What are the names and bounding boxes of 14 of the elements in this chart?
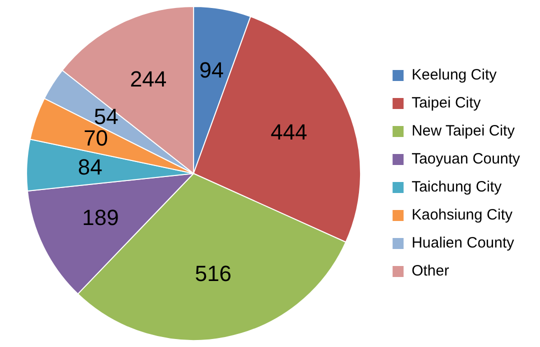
- legend-label: Keelung City: [412, 66, 498, 84]
- data-label: 94: [199, 58, 224, 83]
- legend-label: Kaohsiung City: [412, 206, 513, 224]
- legend-label: New Taipei City: [412, 122, 516, 140]
- data-label: 516: [194, 261, 232, 286]
- legend-label: Hualien County: [412, 234, 515, 252]
- data-label: 444: [270, 119, 308, 144]
- legend-label: Taoyuan County: [412, 150, 520, 168]
- data-label: 189: [82, 205, 119, 230]
- legend-label: Taipei City: [412, 94, 482, 112]
- data-label: 84: [78, 154, 102, 180]
- legend-label: Taichung City: [412, 178, 502, 196]
- data-label: 244: [130, 66, 167, 92]
- legend-label: Other: [412, 262, 450, 280]
